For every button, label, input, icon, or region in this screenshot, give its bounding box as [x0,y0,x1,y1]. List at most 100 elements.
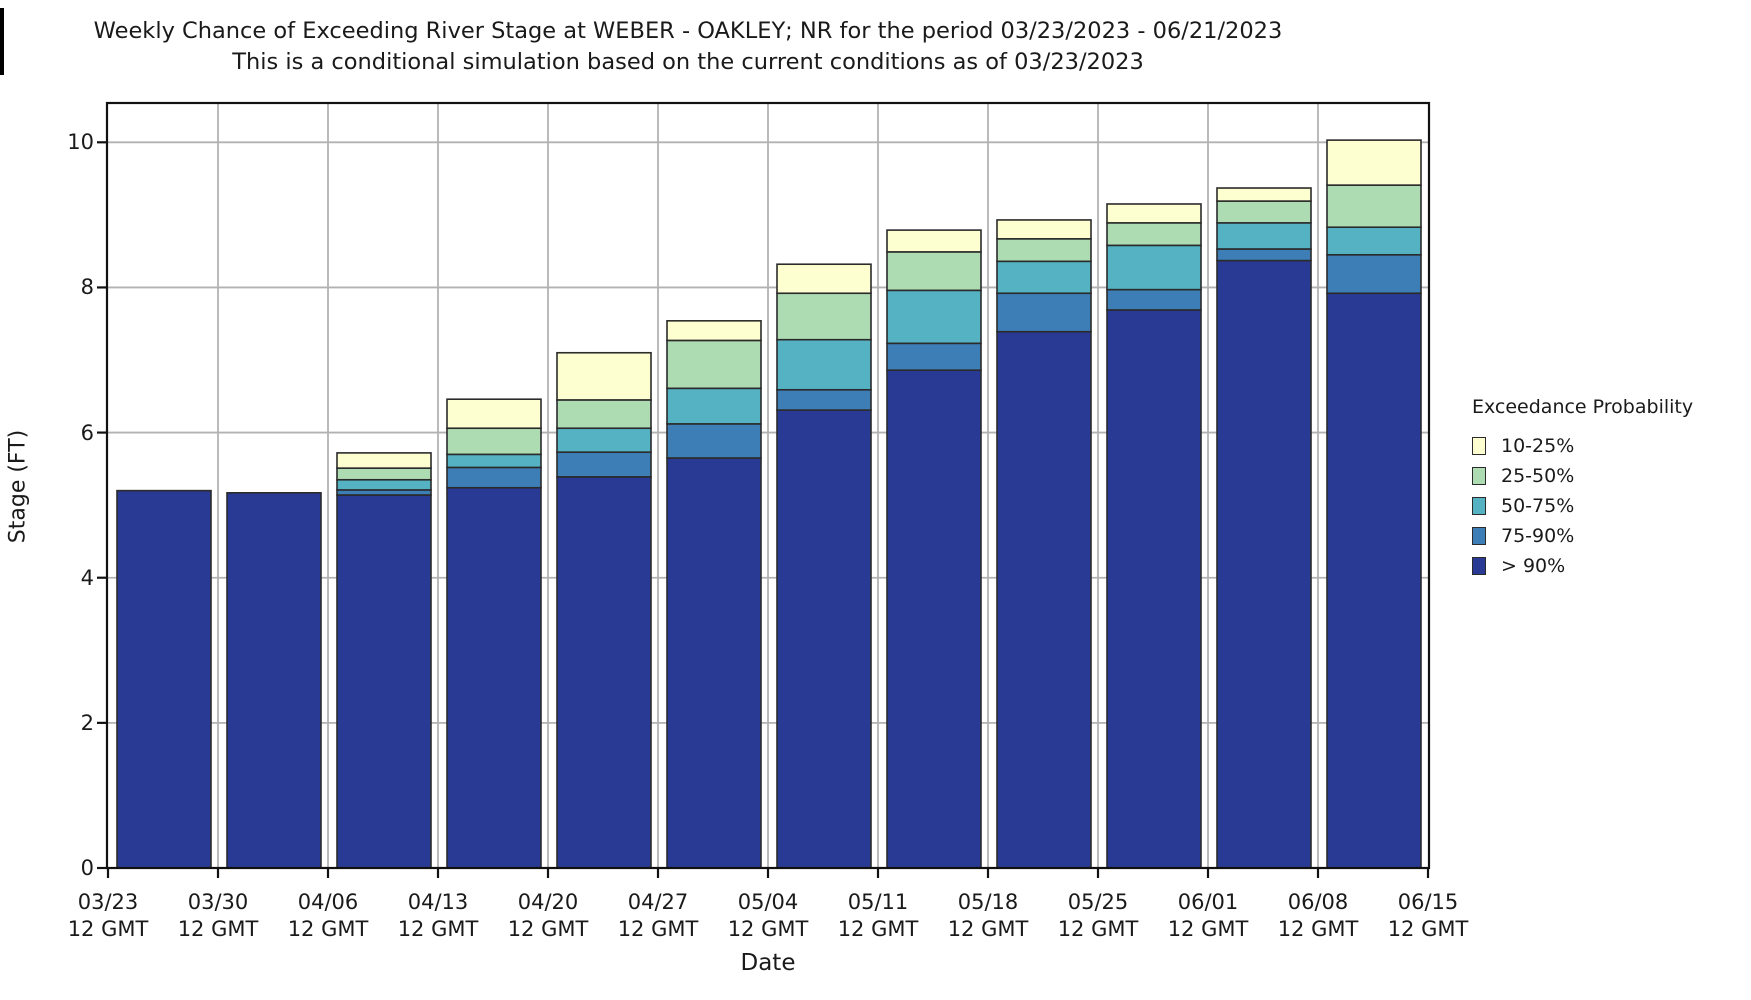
bar-segment-p50_75 [1216,222,1312,250]
x-tick-time: 12 GMT [67,917,149,941]
x-tick-label: 04/27 12 GMT [598,889,718,943]
bar-segment-p10_25 [446,398,542,430]
y-tick-label: 0 [80,856,94,880]
legend-swatch [1472,497,1486,515]
bar-segment-p25_50 [666,339,762,390]
legend-item: > 90% [1472,551,1693,581]
x-tick-time: 12 GMT [1167,917,1249,941]
bar-segment-gt90 [1216,259,1312,869]
x-tick-label: 05/25 12 GMT [1038,889,1158,943]
bar-segment-p75_90 [1326,253,1422,295]
y-tick-label: 6 [80,420,94,445]
legend-label: 10-25% [1501,435,1575,457]
legend-title: Exceedance Probability [1472,396,1694,418]
bar-segment-gt90 [226,492,322,869]
y-tick-label: 4 [80,565,94,590]
y-axis-title: Stage (FT) [5,429,31,544]
bar-segment-p25_50 [556,399,652,430]
x-tick-label: 04/13 12 GMT [378,889,498,943]
bar-segment-gt90 [1106,309,1202,869]
bar-segment-p10_25 [996,219,1092,240]
x-tick-time: 12 GMT [727,917,809,941]
legend-label: 75-90% [1501,525,1575,547]
x-tick-label: 05/18 12 GMT [928,889,1048,943]
x-tick-date: 05/25 [1067,890,1129,914]
x-tick-time: 12 GMT [837,917,919,941]
x-tick-label: 03/30 12 GMT [158,889,278,943]
chart-title: Weekly Chance of Exceeding River Stage a… [93,18,1283,44]
legend-swatch [1472,467,1486,485]
bar-segment-gt90 [336,494,432,869]
bar-segment-p75_90 [996,292,1092,333]
bar-segment-p50_75 [1106,244,1202,291]
bar-segment-gt90 [1326,292,1422,869]
bar-segment-gt90 [446,486,542,869]
bar-segment-p50_75 [1326,226,1422,256]
bar-segment-p50_75 [776,338,872,391]
bar-segment-gt90 [116,489,212,869]
x-tick-time: 12 GMT [1387,917,1469,941]
legend-swatch [1472,527,1486,545]
bar-segment-p10_25 [336,452,432,469]
x-tick-time: 12 GMT [397,917,479,941]
bar-segment-p75_90 [666,423,762,459]
legend-label: > 90% [1501,555,1566,577]
legend-item: 10-25% [1472,431,1693,461]
bar-segment-p50_75 [886,289,982,345]
bar-segment-p50_75 [336,478,432,491]
x-tick-date: 03/23 [77,890,139,914]
bar-segment-p10_25 [1216,187,1312,202]
legend-item: 25-50% [1472,461,1693,491]
bar-segment-p25_50 [1106,222,1202,247]
x-tick-time: 12 GMT [617,917,699,941]
x-tick-label: 06/01 12 GMT [1148,889,1268,943]
bar-segment-gt90 [886,369,982,869]
x-tick-date: 04/13 [407,890,469,914]
x-tick-time: 12 GMT [177,917,259,941]
x-tick-date: 06/01 [1177,890,1239,914]
bar-segment-p10_25 [1106,203,1202,224]
bar-segment-p50_75 [556,427,652,453]
x-tick-time: 12 GMT [1057,917,1139,941]
bar-segment-p25_50 [446,427,542,456]
bar-segment-p50_75 [666,387,762,425]
legend-item: 50-75% [1472,491,1693,521]
x-axis-title: Date [740,950,796,976]
legend-swatch [1472,557,1486,575]
x-tick-date: 05/18 [957,890,1019,914]
bar-segment-p50_75 [996,260,1092,295]
x-tick-label: 06/15 12 GMT [1368,889,1488,943]
bar-segment-gt90 [666,457,762,869]
x-tick-date: 06/08 [1287,890,1349,914]
bar-segment-p75_90 [886,342,982,371]
bar-segment-p25_50 [776,292,872,341]
legend-items: 10-25% 25-50% 50-75% 75-90% > 90% [1472,431,1693,581]
y-tick-label: 2 [80,710,94,735]
x-tick-date: 04/06 [297,890,359,914]
bar-segment-p10_25 [556,351,652,401]
x-tick-date: 05/04 [737,890,799,914]
bar-segment-p10_25 [776,263,872,295]
legend: Exceedance Probability 10-25% 25-50% 50-75… [1472,396,1693,581]
bar-segment-p10_25 [666,320,762,342]
bar-segment-p25_50 [996,238,1092,263]
x-tick-time: 12 GMT [507,917,589,941]
x-tick-label: 05/04 12 GMT [708,889,828,943]
legend-label: 50-75% [1501,495,1575,517]
bar-segment-gt90 [776,409,872,869]
y-tick-label: 10 [67,130,94,155]
y-tick-label: 8 [80,275,94,300]
x-tick-label: 06/08 12 GMT [1258,889,1378,943]
screen-edge-artifact [0,8,4,75]
bar-segment-p50_75 [446,453,542,469]
x-tick-date: 03/30 [187,890,249,914]
chart-subtitle: This is a conditional simulation based o… [232,49,1144,75]
bar-segment-p10_25 [1326,139,1422,186]
x-tick-time: 12 GMT [947,917,1029,941]
x-tick-label: 03/23 12 GMT [48,889,168,943]
x-tick-date: 04/27 [627,890,689,914]
bar-segment-p75_90 [1106,288,1202,311]
bar-segment-p25_50 [1326,184,1422,229]
